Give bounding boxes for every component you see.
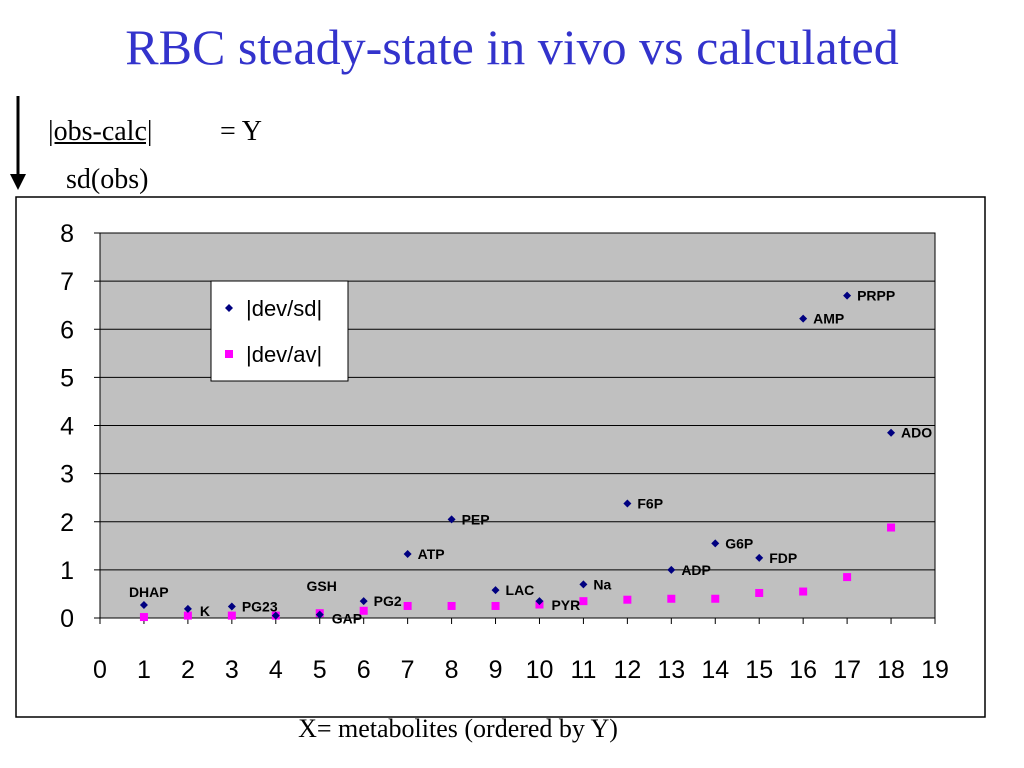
dev-sd-point <box>491 586 500 595</box>
dev-sd-point <box>799 314 808 323</box>
formula-denominator: sd(obs) <box>66 164 149 195</box>
legend-box <box>210 280 349 382</box>
dev-av-point <box>667 594 676 603</box>
dev-sd-point <box>359 597 368 606</box>
dev-sd-point <box>755 553 764 562</box>
x-tick-label: 15 <box>745 656 773 684</box>
legend-label-dev-av: |dev/av| <box>246 342 322 367</box>
dev-av-point <box>139 613 148 622</box>
x-tick-label: 11 <box>570 656 596 684</box>
point-label: PYR <box>551 597 580 613</box>
x-tick-label: 13 <box>657 656 685 684</box>
x-axis-caption: X= metabolites (ordered by Y) <box>298 714 618 743</box>
dev-av-point <box>491 601 500 610</box>
point-label: DHAP <box>129 584 169 600</box>
x-tick-label: 1 <box>137 656 151 684</box>
x-tick-label: 12 <box>613 656 641 684</box>
dev-av-point <box>183 611 192 620</box>
y-tick-label: 6 <box>60 316 74 344</box>
legend-marker-dev-av <box>225 350 233 358</box>
point-label: K <box>200 603 210 619</box>
dev-sd-point <box>315 610 324 619</box>
point-label: PRPP <box>857 288 895 304</box>
point-label: PG2 <box>374 593 402 609</box>
dev-sd-point <box>403 549 412 558</box>
dev-sd-point <box>227 602 236 611</box>
point-labels: DHAP K PG23 GAP PG2 ATP PEP LAC PYR Na F6P ADP G6P FD… <box>129 288 932 627</box>
point-label: PEP <box>462 511 490 527</box>
dev-sd-point <box>667 565 676 574</box>
point-label: PG23 <box>242 598 278 614</box>
slide-title: RBC steady-state in vivo vs calculated <box>125 19 899 75</box>
dev-sd-point <box>271 611 280 620</box>
dev-av-point <box>887 523 896 532</box>
point-label: FDP <box>769 550 797 566</box>
y-tick-label: 4 <box>60 413 74 441</box>
dev-sd-point <box>535 597 544 606</box>
x-tick-label: 17 <box>833 656 861 684</box>
x-tick-label: 8 <box>445 656 459 684</box>
x-tick-label: 7 <box>401 656 415 684</box>
dev-av-point <box>799 587 808 596</box>
point-label: GSH <box>307 578 337 594</box>
y-tick-label: 5 <box>60 364 74 392</box>
y-tick-label: 2 <box>60 509 74 537</box>
dev-sd-point <box>447 515 456 524</box>
dev-sd-point <box>887 428 896 437</box>
y-tick-label: 7 <box>60 268 74 296</box>
x-tick-label: 14 <box>701 656 729 684</box>
legend-marker-dev-sd <box>225 304 233 312</box>
formula-equals: = Y <box>220 116 262 147</box>
dev-av-point <box>579 597 588 606</box>
legend-label-dev-sd: |dev/sd| <box>246 296 322 321</box>
dev-av-point <box>403 601 412 610</box>
dev-sd-point <box>711 539 720 548</box>
x-tick-label: 9 <box>489 656 503 684</box>
x-tick-label: 19 <box>921 656 949 684</box>
x-axis-ticks: 0 1 2 3 4 5 6 7 8 9 10 11 12 13 14 15 16 17 18 19 <box>93 618 949 684</box>
x-tick-label: 3 <box>225 656 239 684</box>
x-tick-label: 10 <box>526 656 554 684</box>
dev-sd-point <box>183 604 192 613</box>
x-tick-label: 5 <box>313 656 327 684</box>
point-label: AMP <box>813 311 844 327</box>
point-label: LAC <box>506 582 535 598</box>
point-label: ATP <box>418 546 445 562</box>
dev-av-point <box>755 588 764 597</box>
dev-sd-point <box>579 580 588 589</box>
x-tick-label: 18 <box>877 656 905 684</box>
point-label: Na <box>593 576 611 592</box>
dev-sd-point <box>843 291 852 300</box>
x-tick-label: 2 <box>181 656 195 684</box>
y-tick-label: 0 <box>60 605 74 633</box>
dev-av-point <box>227 611 236 620</box>
dev-av-point <box>359 606 368 615</box>
dev-av-point <box>711 594 720 603</box>
x-tick-label: 4 <box>269 656 283 684</box>
y-axis-ticks: 0 1 2 3 4 5 6 7 8 <box>60 220 100 633</box>
point-label: ADP <box>681 562 711 578</box>
y-tick-label: 8 <box>60 220 74 248</box>
dev-av-point <box>843 573 852 582</box>
dev-sd-point <box>139 601 148 610</box>
x-tick-label: 16 <box>789 656 817 684</box>
dev-av-point <box>623 595 632 604</box>
x-tick-label: 6 <box>357 656 371 684</box>
y-tick-label: 1 <box>60 557 74 585</box>
point-label: G6P <box>725 535 753 551</box>
dev-av-point <box>447 601 456 610</box>
down-arrow-icon <box>10 96 26 190</box>
dev-sd-point <box>623 499 632 508</box>
formula-numerator: |obs-calc| <box>48 116 153 147</box>
x-tick-label: 0 <box>93 656 107 684</box>
legend: |dev/sd| |dev/av| <box>210 280 349 382</box>
data-markers <box>139 291 896 622</box>
point-label: F6P <box>637 495 663 511</box>
y-tick-label: 3 <box>60 461 74 489</box>
point-label: GAP <box>332 611 362 627</box>
point-label: ADO <box>901 425 932 441</box>
